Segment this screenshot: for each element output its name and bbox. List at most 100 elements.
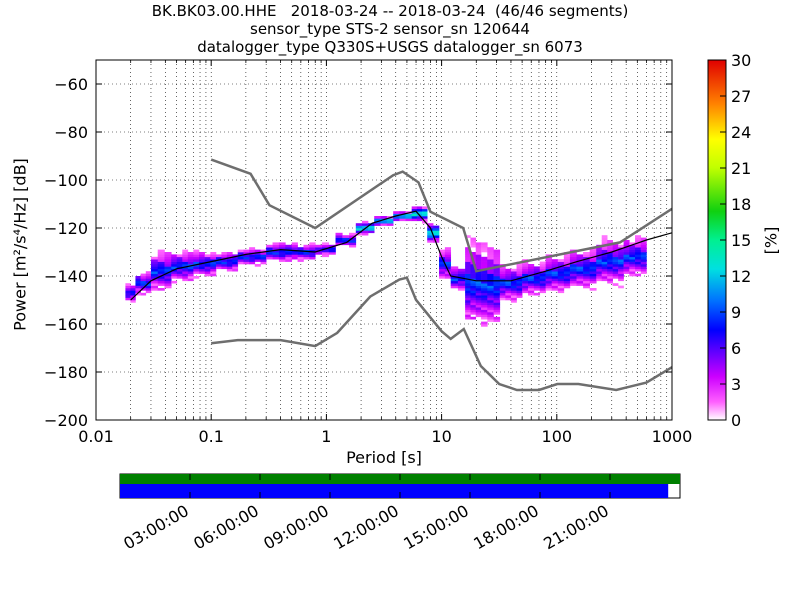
density-cell [470,304,477,308]
density-cell [349,244,357,248]
y-tick-label: −200 [44,411,88,430]
density-cell [182,271,189,274]
density-cell [150,259,159,262]
density-cell [221,254,228,258]
density-cell [583,254,590,258]
density-cell [405,213,412,217]
density-cell [145,280,152,284]
x-tick-label: 0.01 [78,427,114,446]
density-cell [176,264,183,267]
density-cell [635,252,642,255]
density-cell [635,247,642,250]
density-cell [444,259,452,262]
density-cell [465,252,471,255]
density-cell [487,312,494,315]
density-cell [475,254,482,258]
density-cell [557,290,565,294]
density-cell [321,249,330,253]
density-cell [130,300,136,303]
density-cell [640,268,647,272]
density-cell [433,230,440,234]
density-cell [182,254,189,258]
density-cell [551,283,559,286]
density-cell [487,249,494,253]
density-cell [475,242,482,246]
density-cell [150,280,159,284]
density-cell [589,264,597,267]
density-cell [135,276,141,279]
density-cell [510,300,517,303]
density-cell [601,240,608,243]
density-cell [551,259,559,262]
density-cell [475,304,482,308]
density-cell [499,280,506,284]
density-cell [465,280,471,284]
density-cell [361,225,369,229]
density-cell [629,244,636,248]
density-cell [601,278,608,282]
density-cell [493,249,501,253]
density-cell [563,256,571,260]
density-cell [481,259,488,262]
density-cell [171,261,178,265]
density-cell [232,256,239,260]
density-cell [465,304,471,308]
density-cell [612,244,619,248]
density-cell [226,254,233,258]
density-cell [416,216,423,219]
density-cell [618,276,624,279]
density-cell [221,264,228,267]
density-cell [361,232,369,236]
density-cell [487,252,494,255]
density-cell [635,242,642,246]
density-cell [607,271,613,274]
density-cell [199,256,205,260]
density-cell [157,254,165,258]
density-cell [635,266,642,270]
density-cell [640,242,647,246]
density-cell [355,223,363,226]
density-cell [481,324,488,327]
density-cell [533,292,541,296]
density-cell [157,268,165,272]
density-cell [297,252,304,255]
density-cell [433,237,440,241]
density-cell [635,244,642,248]
density-cell [596,252,603,255]
density-cell [487,273,494,277]
density-cell [465,283,471,286]
density-cell [140,283,147,286]
density-cell [635,264,642,267]
density-cell [470,266,477,270]
density-cell [499,276,506,279]
density-cell [193,276,200,279]
density-cell [545,261,553,265]
density-cell [618,244,624,248]
density-cell [237,252,244,255]
density-cell [487,297,494,301]
density-cell [589,268,597,272]
density-cell [411,213,418,217]
density-cell [433,228,440,231]
density-cell [422,211,428,214]
density-cell [157,273,165,277]
density-cell [125,292,131,296]
density-cell [386,220,394,224]
density-cell [210,261,217,265]
density-cell [487,307,494,310]
plot-background [96,60,672,420]
density-cell [349,235,357,238]
density-cell [182,261,189,265]
density-cell [493,256,501,260]
density-cell [551,288,559,291]
density-cell [551,273,559,277]
density-cell [589,261,597,265]
density-cell [176,271,183,274]
density-cell [618,266,624,270]
density-cell [528,280,535,284]
density-cell [589,249,597,253]
density-cell [635,240,642,243]
density-cell [140,292,147,296]
density-cell [607,240,613,243]
density-cell [427,232,434,236]
